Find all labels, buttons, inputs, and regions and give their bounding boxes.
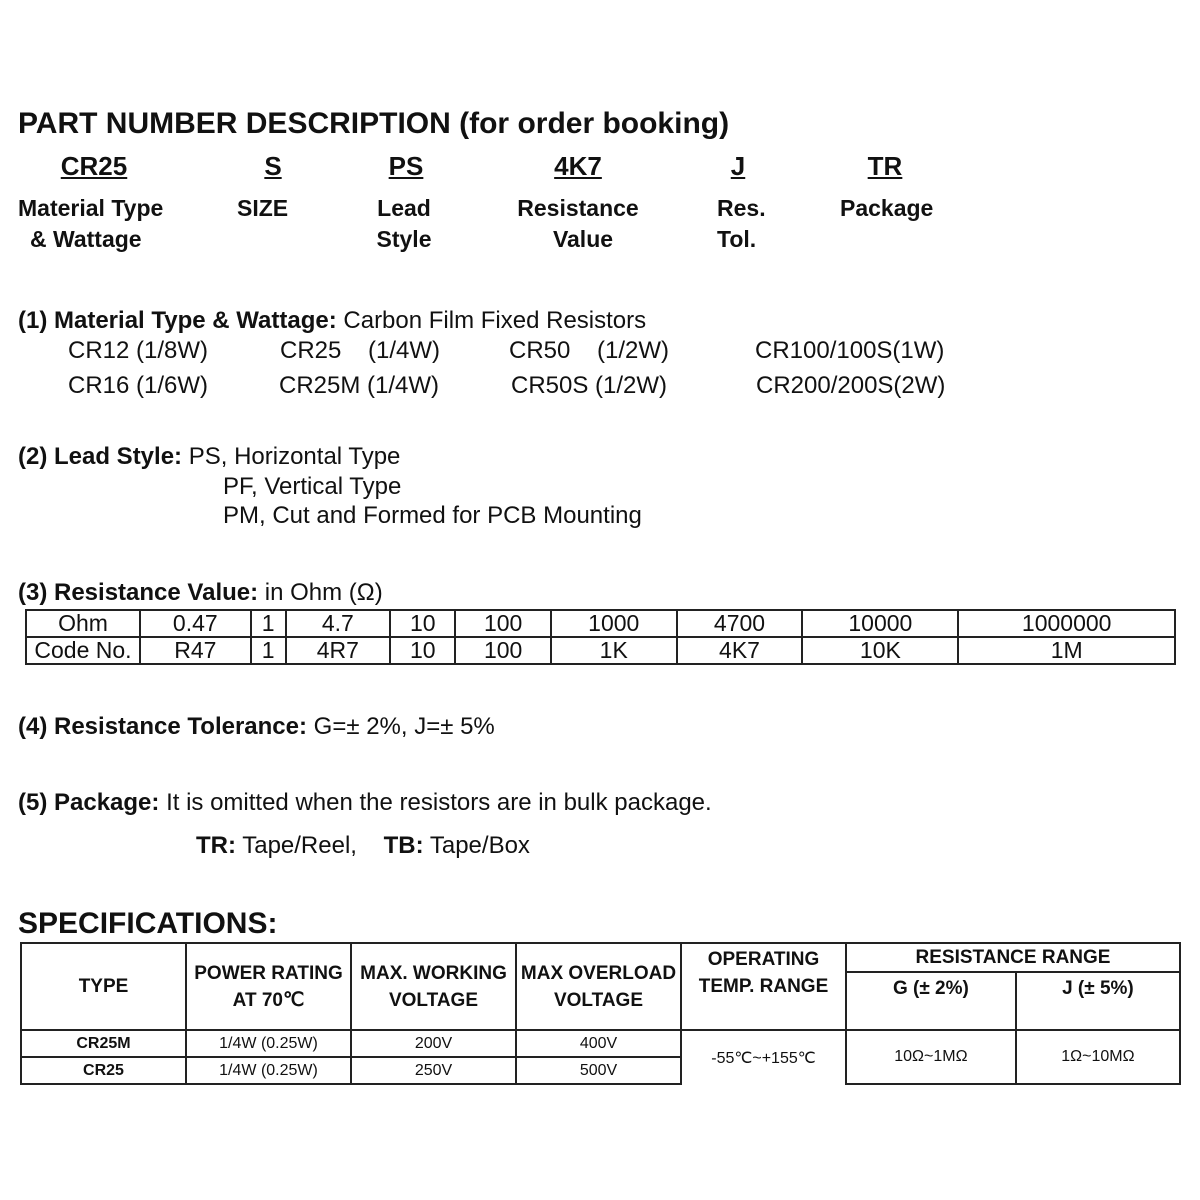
package-options: TR: Tape/Reel, TB: Tape/Box [196, 834, 530, 858]
label-tol-2: Tol. [717, 226, 757, 252]
table-cell: 500V [515, 1056, 682, 1085]
subheader-row: G (± 2%) J (± 5%) [21, 971, 1182, 1031]
table-cell: 10 [389, 636, 457, 665]
label-lead-2: Style [376, 226, 432, 252]
section-1-head: (1) Material Type & Wattage: [18, 307, 337, 334]
table-cell: CR25 [20, 1056, 187, 1085]
material-item: CR12 (1/8W) [68, 337, 209, 364]
code-lead: PS [388, 151, 424, 181]
range-g: 10Ω~1MΩ [845, 1029, 1017, 1085]
table-row: CR25M 1/4W (0.25W) 200V 400V -55℃~+155℃ 10Ω… [20, 1029, 1182, 1085]
table-cell: 4R7 [284, 636, 392, 665]
specifications-table: TYPE POWER RATING AT 70℃ MAX. WORKING VO… [20, 942, 1182, 1085]
resistance-value-table: Ohm 0.47 1 4.7 10 100 1000 4700 10000 1000000 Cod… [25, 609, 1176, 665]
section-5: (5) Package: It is omitted when the resi… [18, 791, 712, 815]
code-material: CR25 [60, 151, 128, 181]
label-material-2: & Wattage [30, 226, 142, 252]
table-cell: Code No. [25, 636, 141, 665]
section-2-head: (2) Lead Style: [18, 443, 183, 470]
code-tolerance: J [730, 151, 746, 181]
table-cell: 0.47 [139, 609, 252, 638]
table-cell: 400V [515, 1029, 682, 1058]
page-title: PART NUMBER DESCRIPTION (for order booki… [18, 107, 730, 140]
table-cell: Ohm [25, 609, 141, 638]
temp-range: -55℃~+155℃ [680, 1029, 847, 1084]
material-item: CR50 (1/2W) [509, 337, 670, 364]
table-cell: 1/4W (0.25W) [185, 1056, 352, 1085]
header-power: POWER RATING AT 70℃ [185, 942, 352, 1031]
header-overload-voltage: MAX OVERLOAD VOLTAGE [515, 942, 682, 1031]
header-row: TYPE POWER RATING AT 70℃ MAX. WORKING VO… [20, 942, 1181, 1031]
table-cell: 100 [454, 609, 552, 638]
header-g: G (± 2%) [845, 971, 1017, 1031]
section-3-head: (3) Resistance Value: [18, 579, 259, 606]
tr-text: Tape/Reel, [235, 832, 357, 859]
label-package: Package [840, 195, 934, 221]
table-row-code: Code No. R47 1 4R7 10 100 1K 4K7 10K 1M [25, 636, 1176, 665]
table-cell: 1K [549, 636, 678, 665]
lead-style-ps: PS, Horizontal Type [188, 443, 401, 470]
table-cell: 4700 [675, 609, 804, 638]
section-4-head: (4) Resistance Tolerance: [18, 713, 307, 740]
label-resistance: Resistance [517, 195, 639, 221]
tb-text: Tape/Box [423, 832, 530, 859]
tr-label: TR: [196, 832, 236, 859]
section-2: (2) Lead Style: PS, Horizontal Type [18, 445, 400, 469]
table-cell: 4K7 [675, 636, 804, 665]
table-cell: 1000 [549, 609, 678, 638]
material-item: CR25M (1/4W) [279, 372, 440, 399]
table-cell: 200V [350, 1029, 517, 1058]
table-cell: 1/4W (0.25W) [185, 1029, 352, 1058]
label-material: Material Type [18, 195, 164, 221]
section-4-text: G=± 2%, J=± 5% [307, 713, 495, 740]
tb-label: TB: [383, 832, 424, 859]
header-j: J (± 5%) [1014, 971, 1182, 1031]
label-resistance-2: Value [552, 226, 614, 252]
table-cell: 1M [957, 636, 1176, 665]
table-cell: R47 [139, 636, 252, 665]
label-tol: Res. [717, 195, 766, 221]
table-cell: 4.7 [284, 609, 392, 638]
table-cell: 10K [801, 636, 960, 665]
code-package: TR [867, 151, 903, 181]
section-3-text: in Ohm (Ω) [258, 579, 383, 606]
table-cell: 100 [454, 636, 552, 665]
lead-style-pm: PM, Cut and Formed for PCB Mounting [223, 502, 642, 529]
header-temp: OPERATING TEMP. RANGE [680, 942, 847, 1031]
section-5-head: (5) Package: [18, 789, 160, 816]
header-working-voltage: MAX. WORKING VOLTAGE [350, 942, 517, 1031]
table-row-ohm: Ohm 0.47 1 4.7 10 100 1000 4700 10000 1000000 [25, 609, 1176, 638]
table-cell: CR25M [20, 1029, 187, 1058]
table-cell: 10 [389, 609, 457, 638]
code-size: S [264, 151, 282, 181]
header-resistance-range: RESISTANCE RANGE [845, 942, 1181, 973]
table-cell: 10000 [801, 609, 960, 638]
section-3: (3) Resistance Value: in Ohm (Ω) [18, 581, 383, 605]
table-row: CR25 1/4W (0.25W) 250V 500V [20, 1056, 1180, 1085]
material-item: CR200/200S(2W) [756, 372, 946, 399]
lead-style-pf: PF, Vertical Type [223, 473, 402, 500]
header-type: TYPE [20, 942, 187, 1031]
material-item: CR100/100S(1W) [755, 337, 945, 364]
section-1-text: Carbon Film Fixed Resistors [336, 307, 647, 334]
section-1: (1) Material Type & Wattage: Carbon Film… [18, 309, 646, 333]
table-cell: 1 [249, 636, 287, 665]
range-j: 1Ω~10MΩ [1014, 1029, 1182, 1085]
label-lead: Lead [377, 195, 431, 221]
table-cell: 1 [249, 609, 287, 638]
material-item: CR50S (1/2W) [511, 372, 668, 399]
section-5-text: It is omitted when the resistors are in … [159, 789, 712, 816]
table-cell: 1000000 [957, 609, 1176, 638]
specifications-title: SPECIFICATIONS: [18, 907, 278, 940]
label-size: SIZE [237, 195, 289, 221]
material-item: CR25 (1/4W) [280, 337, 441, 364]
code-resistance: 4K7 [554, 151, 602, 181]
table-cell: 250V [350, 1056, 517, 1085]
section-4: (4) Resistance Tolerance: G=± 2%, J=± 5% [18, 715, 495, 739]
material-item: CR16 (1/6W) [68, 372, 209, 399]
